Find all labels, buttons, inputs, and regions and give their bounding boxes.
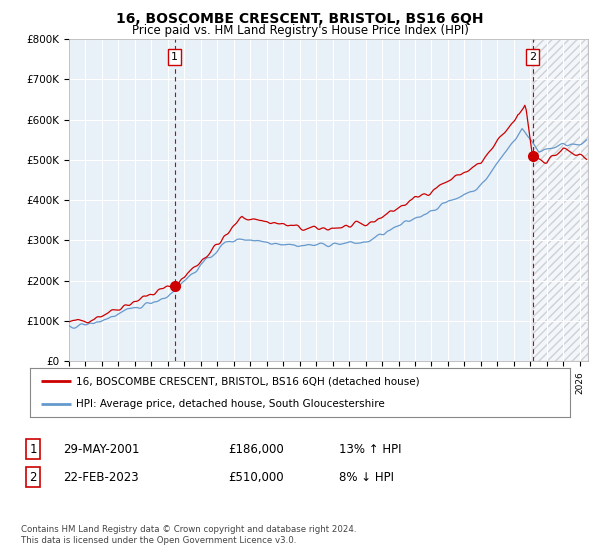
Text: £510,000: £510,000 <box>228 470 284 484</box>
Text: 2: 2 <box>29 470 37 484</box>
Text: 2: 2 <box>529 52 536 62</box>
Text: 16, BOSCOMBE CRESCENT, BRISTOL, BS16 6QH: 16, BOSCOMBE CRESCENT, BRISTOL, BS16 6QH <box>116 12 484 26</box>
Text: Contains HM Land Registry data © Crown copyright and database right 2024.
This d: Contains HM Land Registry data © Crown c… <box>21 525 356 545</box>
Text: 16, BOSCOMBE CRESCENT, BRISTOL, BS16 6QH (detached house): 16, BOSCOMBE CRESCENT, BRISTOL, BS16 6QH… <box>76 376 419 386</box>
Text: 29-MAY-2001: 29-MAY-2001 <box>63 442 139 456</box>
Text: 1: 1 <box>171 52 178 62</box>
Text: HPI: Average price, detached house, South Gloucestershire: HPI: Average price, detached house, Sout… <box>76 399 385 409</box>
Text: Price paid vs. HM Land Registry's House Price Index (HPI): Price paid vs. HM Land Registry's House … <box>131 24 469 37</box>
Text: 13% ↑ HPI: 13% ↑ HPI <box>339 442 401 456</box>
Text: 1: 1 <box>29 442 37 456</box>
Text: 22-FEB-2023: 22-FEB-2023 <box>63 470 139 484</box>
Text: 8% ↓ HPI: 8% ↓ HPI <box>339 470 394 484</box>
Text: £186,000: £186,000 <box>228 442 284 456</box>
